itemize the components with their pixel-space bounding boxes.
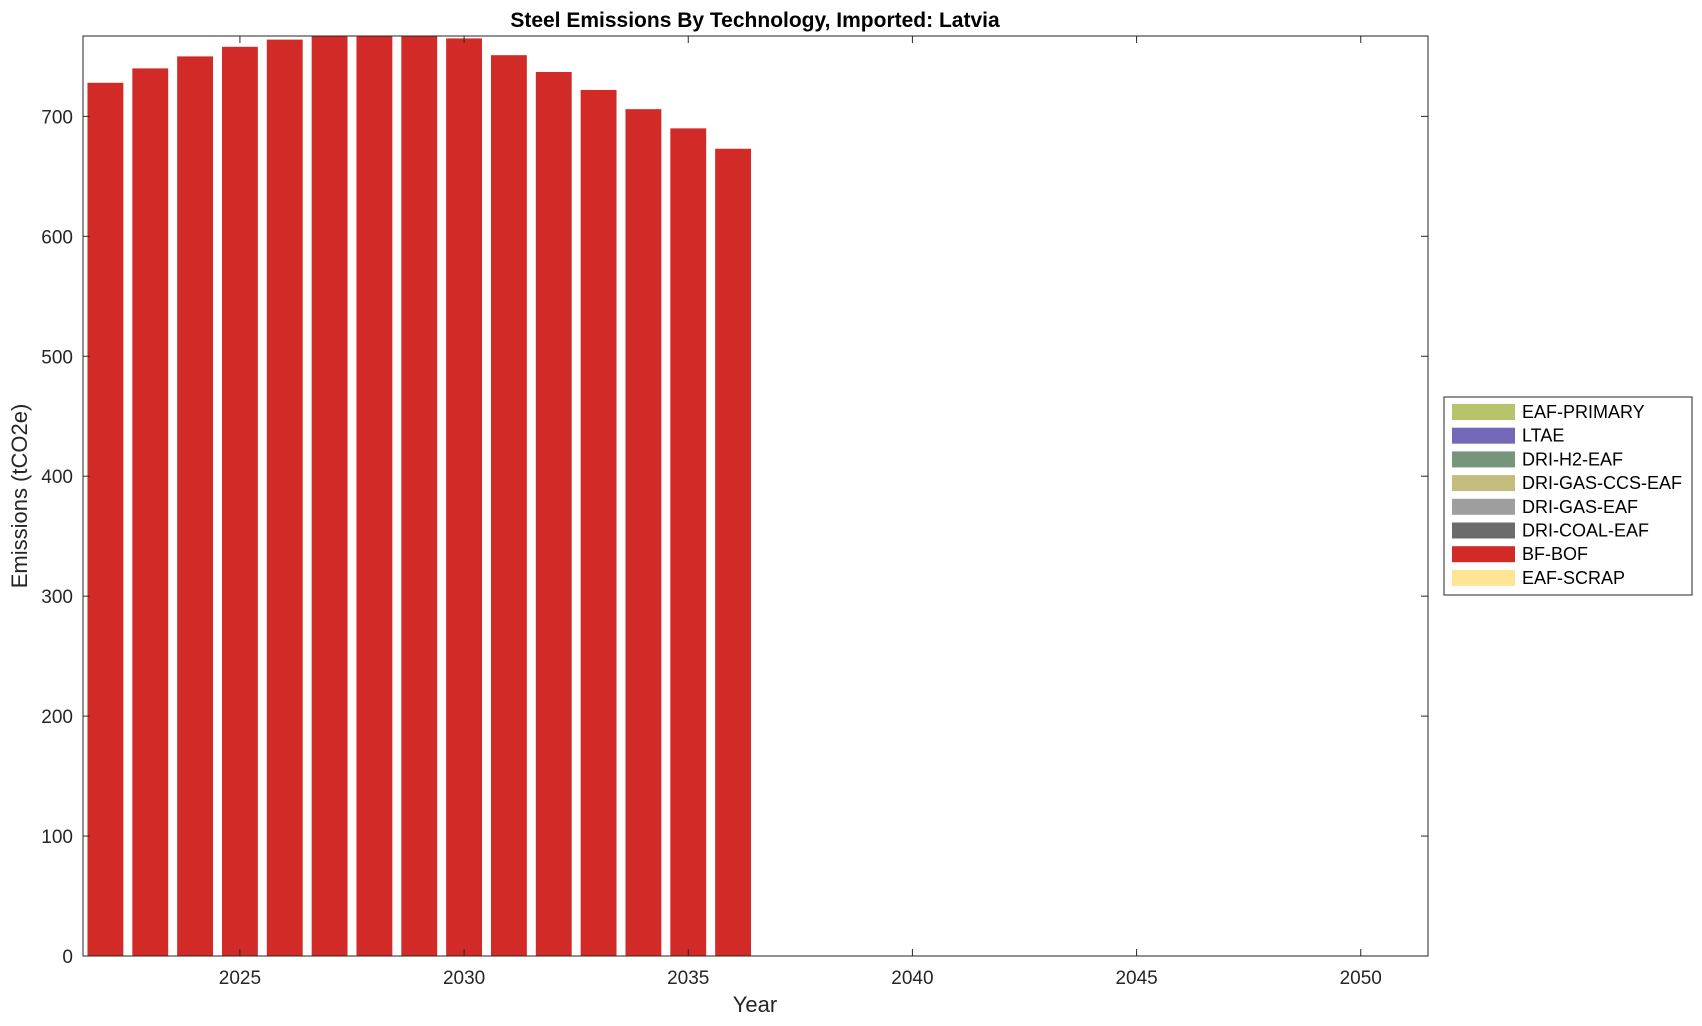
bar-bf-bof-2024 <box>177 56 214 956</box>
y-tick-label: 300 <box>41 587 73 608</box>
legend-label-dri-coal-eaf: DRI-COAL-EAF <box>1522 521 1649 541</box>
plot-frame <box>82 35 1429 957</box>
legend-swatch-eaf-scrap <box>1452 569 1515 586</box>
y-tick-label: 100 <box>41 827 73 848</box>
x-tick-label: 2035 <box>667 968 709 989</box>
bar-bf-bof-2032 <box>535 71 572 957</box>
y-tick-label: 600 <box>41 227 73 248</box>
bar-bf-bof-2031 <box>490 55 527 956</box>
y-tick-label: 700 <box>41 107 73 128</box>
legend-label-dri-gas-ccs-eaf: DRI-GAS-CCS-EAF <box>1522 473 1682 493</box>
bar-bf-bof-2025 <box>221 46 258 957</box>
y-tick-label: 500 <box>41 347 73 368</box>
chart-title: Steel Emissions By Technology, Imported:… <box>510 9 1000 32</box>
legend-swatch-eaf-primary <box>1452 404 1515 420</box>
legend-swatch-dri-coal-eaf <box>1452 522 1515 539</box>
legend-label-eaf-primary: EAF-PRIMARY <box>1522 402 1645 422</box>
x-tick-label: 2050 <box>1340 968 1382 989</box>
y-tick-label: 0 <box>62 947 73 968</box>
y-tick-label: 400 <box>41 467 73 488</box>
bar-bf-bof-2028 <box>356 36 393 956</box>
y-axis-title: Emissions (tCO2e) <box>7 404 32 589</box>
legend-swatch-dri-gas-eaf <box>1452 498 1515 515</box>
bar-bf-bof-2035 <box>670 128 707 957</box>
x-tick-label: 2040 <box>891 968 933 989</box>
legend-label-dri-h2-eaf: DRI-H2-EAF <box>1522 449 1623 469</box>
bar-bf-bof-2026 <box>266 39 303 957</box>
legend-label-ltae: LTAE <box>1522 426 1564 446</box>
bar-bf-bof-2023 <box>132 68 169 956</box>
y-tick-label: 200 <box>41 707 73 728</box>
legend-swatch-dri-h2-eaf <box>1452 451 1515 468</box>
legend-swatch-bf-bof <box>1452 546 1515 563</box>
legend-items: EAF-PRIMARY LTAE DRI-H2-EAF DRI-GAS-CCS-EAF… <box>1452 402 1682 588</box>
bar-bf-bof-2033 <box>580 89 617 957</box>
x-tick-label: 2025 <box>219 968 261 989</box>
bars-layer <box>87 36 752 957</box>
legend-swatch-dri-gas-ccs-eaf <box>1452 475 1515 492</box>
legend-label-dri-gas-eaf: DRI-GAS-EAF <box>1522 497 1638 517</box>
bar-bf-bof-2029 <box>401 36 438 956</box>
x-tick-label: 2030 <box>443 968 485 989</box>
legend-label-bf-bof: BF-BOF <box>1522 544 1588 564</box>
x-tick-label: 2045 <box>1115 968 1157 989</box>
legend-swatch-ltae <box>1452 427 1515 444</box>
bar-bf-bof-2036 <box>715 148 752 956</box>
legend-label-eaf-scrap: EAF-SCRAP <box>1522 568 1625 588</box>
bar-bf-bof-2027 <box>311 36 348 956</box>
bar-bf-bof-2030 <box>446 38 483 956</box>
bar-bf-bof-2022 <box>87 82 124 956</box>
x-axis-title: Year <box>733 992 777 1017</box>
legend: EAF-PRIMARY LTAE DRI-H2-EAF DRI-GAS-CCS-EAF… <box>1443 396 1693 596</box>
ticks-layer: 0 100 200 300 400 500 600 700 2025 2030 2035 2040 20… <box>41 36 1428 989</box>
bar-bf-bof-2034 <box>625 109 662 957</box>
